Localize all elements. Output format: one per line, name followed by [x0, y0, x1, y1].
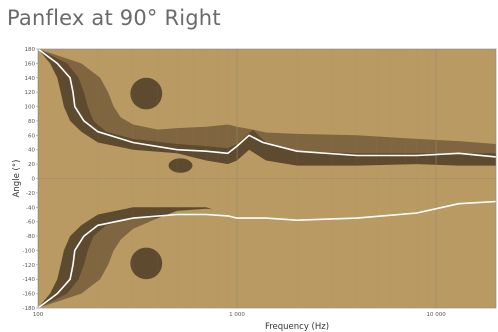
y-tick-label: 20: [28, 162, 35, 168]
y-tick-label: 180: [25, 47, 36, 53]
y-tick-label: 140: [25, 76, 36, 82]
y-tick-label: -60: [26, 220, 35, 226]
plot-area: [38, 49, 496, 308]
y-tick-label: 80: [28, 119, 35, 125]
y-axis-label: Angle (°): [12, 160, 22, 198]
x-tick-label: 10 000: [426, 312, 446, 318]
x-tick-label: 1 000: [229, 312, 245, 318]
y-tick-label: 100: [25, 105, 36, 111]
contour-island-1: [130, 77, 163, 110]
chart-title: Panflex at 90° Right: [7, 6, 221, 30]
y-tick-label: -140: [23, 277, 36, 283]
y-tick-label: -80: [26, 234, 35, 240]
x-tick-label: 100: [33, 312, 44, 318]
y-tick-label: 160: [25, 61, 36, 67]
y-tick-label: 120: [25, 90, 36, 96]
contour-band-inner-lower: [38, 198, 496, 308]
contour-island-3: [168, 158, 193, 173]
reference-line-lower: [38, 200, 496, 308]
y-tick-label: 0: [32, 177, 36, 183]
y-tick-label: -20: [26, 191, 35, 197]
y-tick-label: -180: [23, 306, 36, 312]
y-tick-label: 40: [28, 148, 35, 154]
x-axis-label: Frequency (Hz): [265, 322, 329, 332]
y-tick-label: -100: [23, 248, 36, 254]
y-tick-label: -160: [23, 292, 36, 298]
contour-island-2: [130, 247, 163, 280]
y-tick-label: -120: [23, 263, 36, 269]
contour-band-inner-upper: [38, 49, 496, 144]
reference-line-upper: [38, 49, 496, 158]
y-tick-label: 60: [28, 133, 35, 139]
y-tick-label: -40: [26, 205, 35, 211]
